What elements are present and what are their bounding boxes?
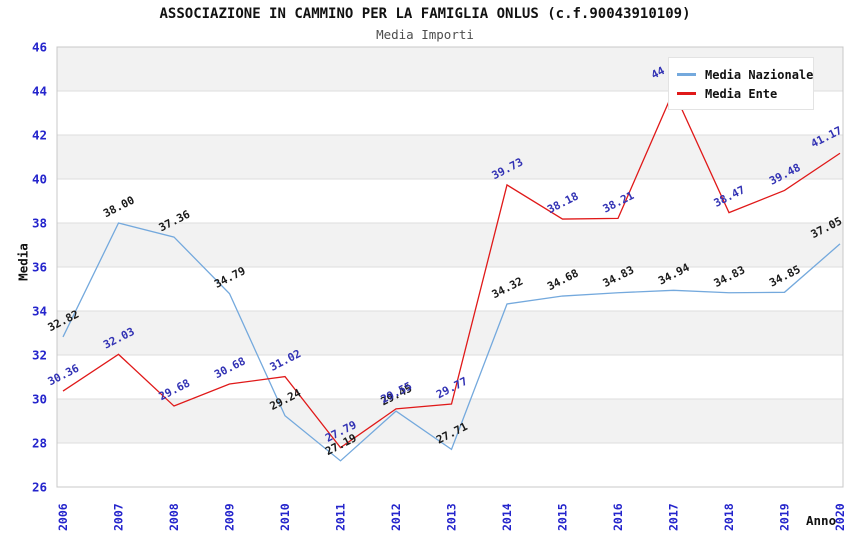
ente-line	[62, 89, 841, 449]
legend-label: Media Ente	[705, 86, 778, 101]
x-axis-title: Anno	[806, 513, 837, 528]
plot-band	[57, 223, 843, 267]
x-tick-label: 2020	[833, 503, 847, 531]
legend-item-nazionale: Media Nazionale	[677, 65, 813, 84]
x-tick-label: 2015	[556, 503, 570, 531]
y-tick-label: 28	[32, 436, 47, 451]
x-tick-label: 2016	[611, 503, 625, 531]
y-tick-label: 34	[32, 304, 47, 319]
point-label: 34.68	[545, 267, 580, 294]
y-tick-label: 38	[32, 216, 47, 231]
x-tick-label: 2019	[778, 503, 792, 531]
x-tick-label: 2013	[445, 503, 459, 531]
point-label: 29.77	[434, 375, 469, 402]
y-tick-label: 36	[32, 260, 47, 275]
ente-line-swatch	[677, 92, 696, 95]
point-label: 30.68	[212, 355, 247, 382]
x-tick-label: 2010	[278, 503, 292, 531]
y-tick-label: 26	[32, 480, 47, 495]
plot-band	[57, 311, 843, 355]
point-label: 38.18	[545, 190, 580, 217]
x-tick-label: 2011	[334, 503, 348, 531]
legend-item-ente: Media Ente	[677, 84, 805, 103]
point-label: 38.21	[601, 189, 637, 216]
y-tick-label: 32	[32, 348, 47, 363]
x-tick-label: 2012	[389, 503, 403, 531]
legend: Media Nazionale Media Ente	[668, 57, 814, 110]
x-tick-label: 2009	[223, 503, 237, 531]
point-label: 38.00	[101, 194, 136, 221]
y-tick-label: 30	[32, 392, 47, 407]
plot-band	[57, 399, 843, 443]
plot-border	[56, 46, 844, 488]
x-tick-label: 2017	[667, 503, 681, 531]
y-tick-label: 44	[32, 84, 47, 99]
point-label: 34.79	[212, 264, 247, 291]
x-tick-label: 2007	[112, 503, 126, 531]
x-tick-label: 2008	[167, 503, 181, 531]
x-tick-label: 2006	[56, 503, 70, 531]
x-tick-label: 2018	[722, 503, 736, 531]
chart-title: ASSOCIAZIONE IN CAMMINO PER LA FAMIGLIA …	[159, 6, 691, 22]
chart-subtitle: Media Importi	[376, 27, 474, 42]
nazionale-line	[62, 222, 841, 462]
y-tick-label: 40	[32, 172, 47, 187]
nazionale-line-swatch	[677, 73, 696, 76]
point-label: 34.32	[490, 275, 525, 302]
x-tick-label: 2014	[500, 503, 514, 531]
point-label: 44	[649, 64, 667, 82]
y-tick-label: 42	[32, 128, 47, 143]
legend-label: Media Nazionale	[705, 67, 814, 82]
point-label: 30.36	[46, 361, 82, 388]
plot-band	[57, 135, 843, 179]
y-tick-label: 46	[32, 40, 47, 55]
y-axis-title: Media	[15, 243, 31, 281]
